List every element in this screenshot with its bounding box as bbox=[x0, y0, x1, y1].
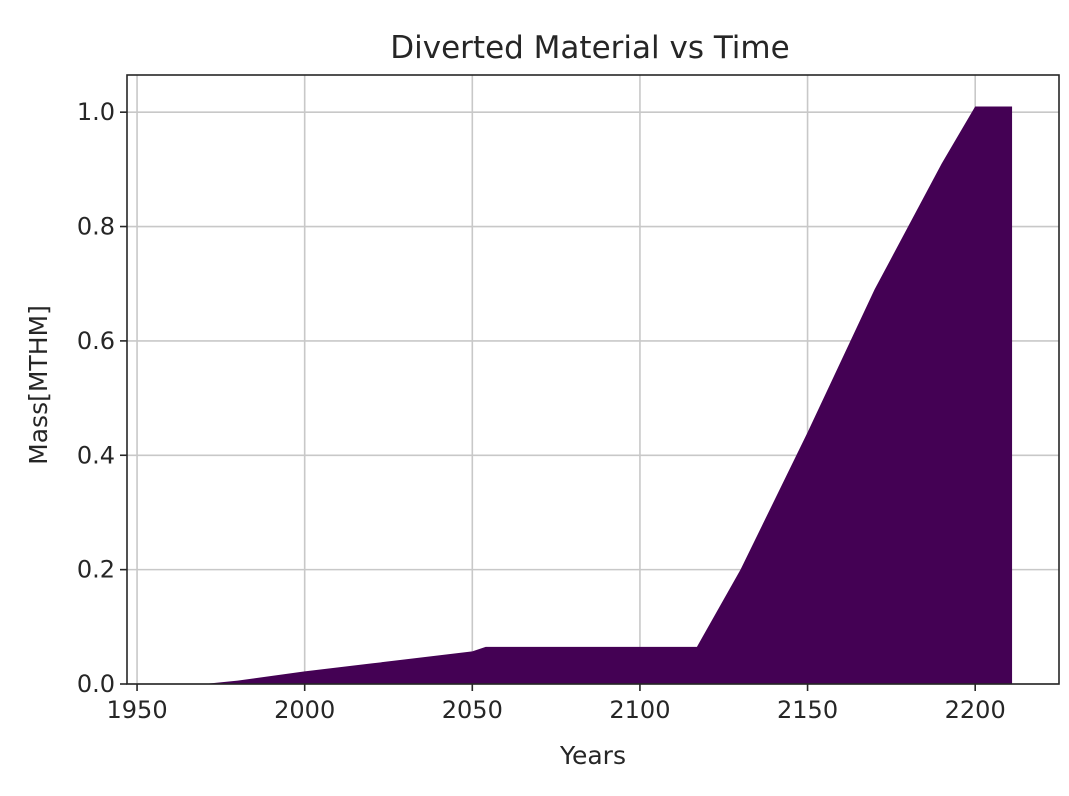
y-tick-label: 0.2 bbox=[77, 556, 115, 584]
y-tick-label: 0.8 bbox=[77, 213, 115, 241]
x-tick-label: 2000 bbox=[274, 696, 335, 724]
x-tick-label: 2200 bbox=[945, 696, 1006, 724]
x-axis-label: Years bbox=[559, 741, 626, 770]
area-series bbox=[137, 106, 1013, 685]
plot-area bbox=[137, 106, 1013, 685]
x-tick-label: 1950 bbox=[107, 696, 168, 724]
x-tick-label: 2050 bbox=[442, 696, 503, 724]
chart-title: Diverted Material vs Time bbox=[390, 30, 789, 66]
plot-frame bbox=[126, 74, 1060, 685]
y-tick-label: 0.4 bbox=[77, 441, 115, 469]
x-tick-label: 2100 bbox=[609, 696, 670, 724]
y-tick-label: 1.0 bbox=[77, 98, 115, 126]
y-tick-label: 0.6 bbox=[77, 327, 115, 355]
y-tick-label: 0.0 bbox=[77, 670, 115, 698]
x-tick-label: 2150 bbox=[777, 696, 838, 724]
y-axis-label: Mass[MTHM] bbox=[24, 305, 53, 465]
axis-ticks: 1950 2000 2050 2100 2150 2200 0.0 0.2 0.4 0.6 0.8 1… bbox=[77, 98, 1006, 724]
